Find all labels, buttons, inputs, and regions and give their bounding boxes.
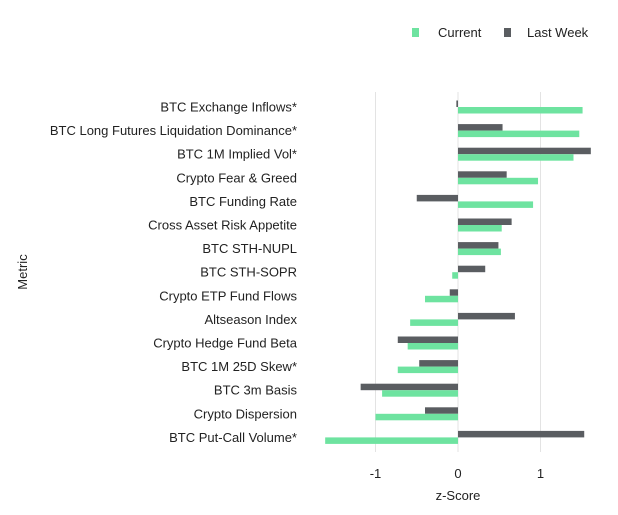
- bar-current: [375, 413, 458, 421]
- x-tick-labels: -1 0 1: [370, 466, 544, 481]
- bar-last-week: [397, 336, 458, 343]
- legend-label-last-week: Last Week: [527, 25, 589, 40]
- bar-current: [458, 154, 574, 161]
- bar-last-week: [449, 289, 458, 296]
- legend: Current Last Week: [412, 25, 589, 40]
- bar-last-week: [416, 194, 458, 202]
- bar-last-week: [458, 124, 503, 131]
- bar-current: [458, 248, 501, 256]
- category-label: BTC 1M Implied Vol*: [177, 147, 297, 162]
- bar-last-week: [458, 265, 486, 273]
- bar-last-week: [458, 430, 585, 438]
- category-label: BTC Put-Call Volume*: [169, 430, 297, 445]
- category-label: Crypto Hedge Fund Beta: [153, 336, 298, 351]
- bar-current: [458, 107, 583, 114]
- category-label: Crypto ETP Fund Flows: [159, 288, 297, 303]
- bar-last-week: [456, 100, 458, 107]
- bar-last-week: [458, 242, 499, 249]
- x-axis-title: z-Score: [436, 488, 481, 503]
- legend-swatch-last-week: [504, 28, 511, 37]
- category-label: BTC Exchange Inflows*: [160, 100, 297, 115]
- bar-last-week: [419, 360, 458, 367]
- x-tick-label: 0: [454, 466, 461, 481]
- category-label: BTC STH-SOPR: [200, 265, 297, 280]
- bar-current: [382, 390, 458, 397]
- bar-current: [458, 225, 502, 232]
- bar-current: [325, 437, 458, 444]
- bars: [325, 100, 591, 444]
- bar-current: [458, 130, 580, 138]
- bar-current: [452, 272, 458, 279]
- category-label: Altseason Index: [204, 312, 297, 327]
- bar-last-week: [458, 147, 591, 155]
- bar-last-week: [360, 383, 458, 391]
- x-tick-label: -1: [370, 466, 382, 481]
- category-label: Crypto Fear & Greed: [176, 170, 297, 185]
- bar-current: [458, 177, 539, 185]
- legend-swatch-current: [412, 28, 419, 37]
- category-label: BTC 1M 25D Skew*: [181, 359, 297, 374]
- bar-current: [407, 343, 458, 350]
- legend-label-current: Current: [438, 25, 482, 40]
- bar-current: [410, 319, 458, 326]
- category-label: BTC 3m Basis: [214, 383, 298, 398]
- bar-current: [458, 201, 534, 208]
- category-label: BTC Funding Rate: [189, 194, 297, 209]
- category-labels: BTC Exchange Inflows* BTC Long Futures Li…: [50, 100, 298, 445]
- bar-last-week: [458, 171, 507, 178]
- x-tick-label: 1: [537, 466, 544, 481]
- y-axis-title: Metric: [15, 254, 30, 290]
- category-label: Crypto Dispersion: [194, 406, 297, 421]
- bar-last-week: [458, 218, 512, 225]
- bar-last-week: [458, 312, 515, 320]
- category-label: BTC Long Futures Liquidation Dominance*: [50, 123, 297, 138]
- bar-current: [397, 366, 458, 374]
- bar-current: [425, 295, 458, 303]
- bar-last-week: [425, 407, 458, 414]
- category-label: Cross Asset Risk Appetite: [148, 218, 297, 233]
- category-label: BTC STH-NUPL: [202, 241, 297, 256]
